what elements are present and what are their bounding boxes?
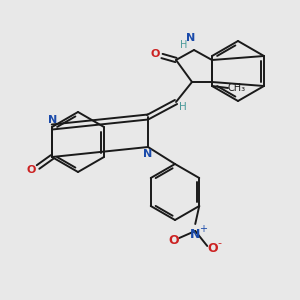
Text: O: O [26, 165, 36, 175]
Text: N: N [186, 33, 196, 43]
Text: O: O [168, 233, 178, 247]
Text: O: O [150, 49, 160, 59]
Text: N: N [143, 149, 153, 159]
Text: H: H [180, 40, 188, 50]
Text: O: O [207, 242, 217, 254]
Text: N: N [190, 227, 200, 241]
Text: +: + [199, 224, 207, 234]
Text: -: - [217, 238, 221, 248]
Text: N: N [48, 115, 58, 125]
Text: CH₃: CH₃ [228, 83, 246, 93]
Text: H: H [179, 102, 187, 112]
